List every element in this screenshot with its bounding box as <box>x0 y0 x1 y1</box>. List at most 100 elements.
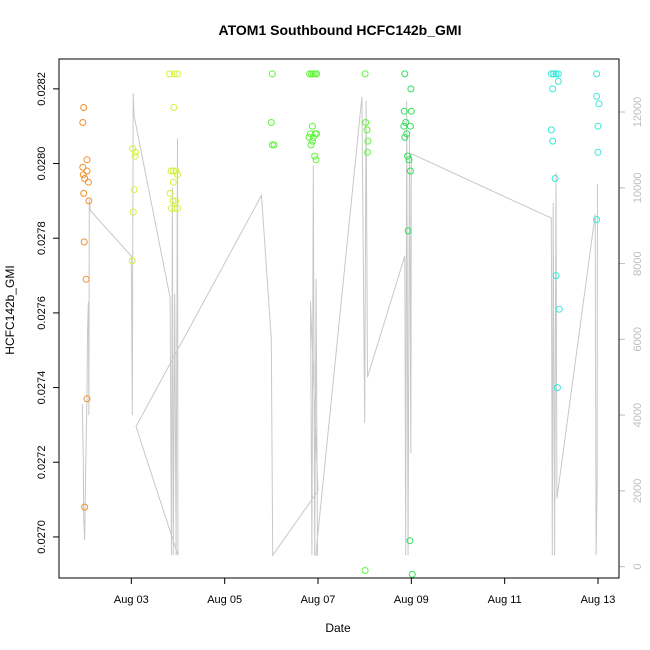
data-point <box>80 189 88 197</box>
y-tick-label: 0.0270 <box>36 520 48 554</box>
x-axis-label: Date <box>325 621 351 635</box>
data-point <box>406 537 414 545</box>
data-point <box>267 119 275 126</box>
y-axis-label: HCFC142b_GMI <box>3 265 17 354</box>
y2-tick-label: 2000 <box>632 479 644 503</box>
data-point <box>593 92 601 100</box>
data-point <box>172 167 180 175</box>
data-point <box>79 171 87 179</box>
data-point <box>594 148 602 156</box>
data-point <box>403 130 411 138</box>
data-point <box>594 122 602 130</box>
series-5 <box>547 70 603 392</box>
data-point <box>364 137 372 145</box>
data-point <box>361 567 369 574</box>
data-point <box>406 167 414 175</box>
data-point <box>549 85 557 93</box>
data-point <box>313 70 321 78</box>
data-point <box>551 175 559 182</box>
series-1 <box>79 104 93 511</box>
data-point <box>593 70 601 78</box>
data-point <box>79 119 87 126</box>
y-tick-label: 0.0272 <box>36 445 48 479</box>
data-point <box>172 197 180 205</box>
data-point <box>364 148 371 156</box>
data-point <box>404 152 412 160</box>
data-point <box>405 156 413 164</box>
series-4 <box>400 70 416 578</box>
data-point <box>166 70 174 78</box>
y-tick-label: 0.0280 <box>36 147 48 181</box>
data-point <box>174 70 181 78</box>
data-point <box>169 167 177 175</box>
data-point <box>547 70 555 78</box>
data-point <box>307 141 315 149</box>
data-point <box>595 100 603 108</box>
data-point <box>311 152 319 160</box>
data-point <box>174 171 181 179</box>
data-point <box>128 257 136 265</box>
data-point <box>549 137 557 145</box>
secondary-line-layer <box>81 93 598 557</box>
data-point <box>309 133 317 141</box>
x-tick-label: Aug 11 <box>488 594 522 606</box>
data-point <box>554 77 562 85</box>
data-point <box>83 156 91 164</box>
data-point <box>400 107 408 115</box>
data-point <box>362 119 370 126</box>
data-point <box>406 122 414 130</box>
data-point <box>81 503 89 511</box>
data-point <box>361 70 369 78</box>
data-point <box>132 148 139 156</box>
y2-tick-label: 8000 <box>632 251 644 275</box>
data-point <box>82 275 90 283</box>
y-tick-label: 0.0278 <box>36 221 48 255</box>
data-point <box>312 156 320 164</box>
data-point <box>167 167 175 175</box>
data-point <box>547 126 555 134</box>
x-tick-label: Aug 07 <box>301 594 336 606</box>
data-point <box>554 70 562 78</box>
data-point <box>81 175 89 182</box>
data-point <box>552 272 560 280</box>
data-point <box>404 227 412 235</box>
y-tick-label: 0.0276 <box>36 296 48 330</box>
data-point <box>130 186 138 194</box>
data-point <box>363 126 371 134</box>
data-point <box>401 70 409 78</box>
data-point <box>555 305 563 313</box>
y2-tick-label: 6000 <box>632 327 644 351</box>
data-point <box>407 85 415 93</box>
data-point <box>550 70 558 78</box>
data-point <box>169 197 177 205</box>
data-point <box>79 163 87 171</box>
secondary-series-line <box>81 93 598 557</box>
data-point <box>166 189 174 197</box>
data-point <box>85 197 93 205</box>
data-point <box>83 395 91 403</box>
plot-frame <box>58 58 620 579</box>
data-point <box>553 384 561 392</box>
data-point <box>407 107 415 115</box>
chart-title: ATOM1 Southbound HCFC142b_GMI <box>219 22 462 38</box>
data-point <box>129 208 137 216</box>
data-point <box>84 178 92 186</box>
data-point <box>83 167 91 175</box>
x-tick-label: Aug 03 <box>114 594 149 606</box>
data-point <box>593 216 601 224</box>
data-point <box>408 570 416 578</box>
data-point <box>131 152 139 160</box>
y2-tick-label: 12000 <box>632 97 644 128</box>
y-tick-label: 0.0274 <box>36 371 48 405</box>
data-point <box>80 238 88 246</box>
data-point <box>552 70 560 78</box>
data-point <box>169 178 177 186</box>
data-point <box>308 122 316 130</box>
data-point <box>80 104 88 111</box>
x-tick-label: Aug 05 <box>207 594 242 606</box>
x-tick-label: Aug 09 <box>394 594 429 606</box>
data-point <box>171 204 179 212</box>
data-point <box>402 119 410 126</box>
